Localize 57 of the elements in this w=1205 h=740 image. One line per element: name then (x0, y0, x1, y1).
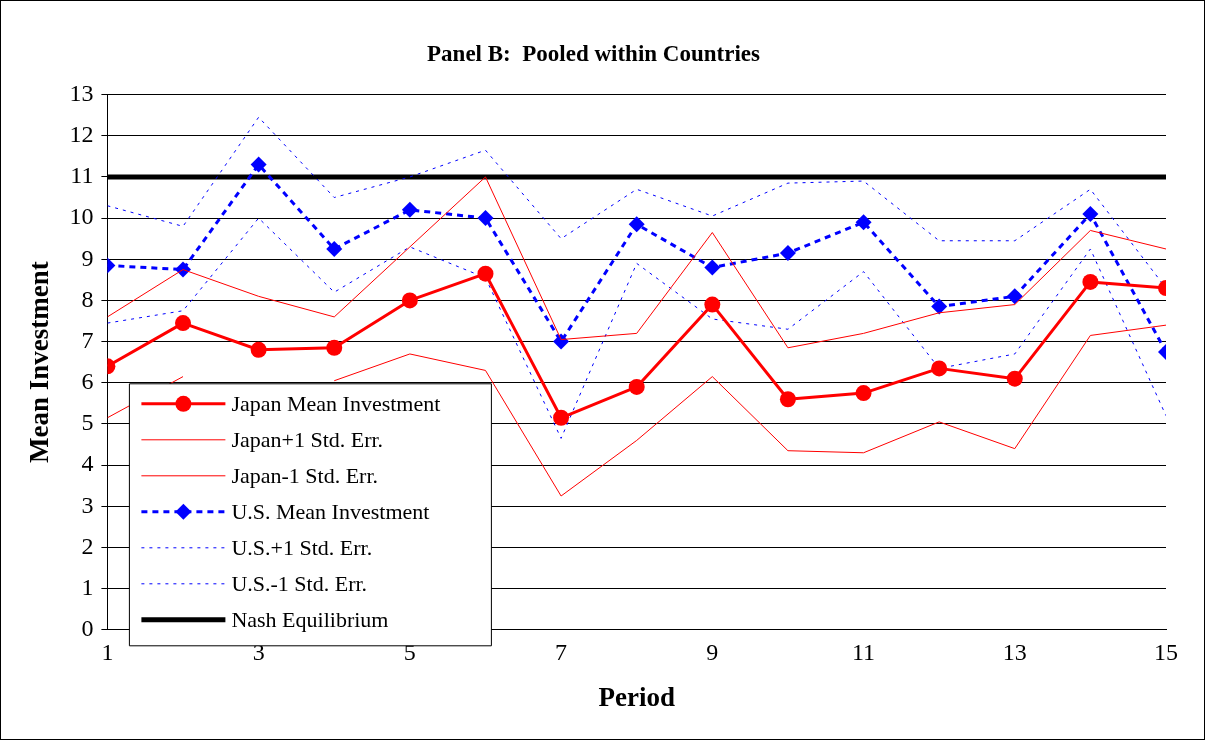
y-tick-label: 7 (81, 326, 94, 353)
legend-label: Japan Mean Investment (231, 390, 441, 416)
y-tick-label: 9 (81, 244, 94, 271)
point (477, 210, 494, 227)
y-tick-label: 13 (69, 79, 94, 106)
point (326, 240, 343, 257)
x-tick-label: 3 (252, 639, 265, 666)
point (326, 339, 343, 356)
point (175, 315, 192, 332)
legend-label: Japan-1 Std. Err. (231, 462, 379, 488)
y-tick-label: 1 (81, 573, 94, 600)
x-tick-label: 11 (851, 639, 876, 666)
x-tick-label: 7 (555, 639, 568, 666)
point (1006, 370, 1023, 387)
legend-label: Nash Equilibrium (231, 606, 389, 632)
y-tick-label: 5 (81, 409, 94, 436)
point (855, 385, 872, 402)
point (1082, 205, 1099, 222)
point (779, 391, 796, 408)
point (401, 292, 418, 309)
point (401, 201, 418, 218)
y-tick-label: 12 (69, 121, 94, 148)
y-tick-label: 6 (81, 368, 94, 395)
point (1082, 273, 1099, 290)
point (704, 296, 721, 313)
x-tick-label: 15 (1154, 639, 1178, 666)
x-tick-label: 9 (706, 639, 719, 666)
point (1006, 288, 1023, 305)
point (704, 259, 721, 276)
x-tick-label: 13 (1002, 639, 1027, 666)
point (628, 378, 645, 395)
y-tick-label: 2 (81, 532, 94, 559)
y-tick-label: 11 (70, 162, 94, 189)
point (855, 214, 872, 231)
legend-label: U.S. Mean Investment (231, 498, 430, 524)
y-tick-label: 0 (81, 615, 94, 642)
y-tick-label: 4 (81, 450, 94, 477)
point (250, 341, 267, 358)
chart-title: Panel B: Pooled within Countries (427, 40, 760, 66)
legend-label: Japan+1 Std. Err. (231, 426, 384, 452)
point (931, 360, 948, 377)
point (477, 265, 494, 282)
x-tick-label: 5 (403, 639, 416, 666)
x-tick-label: 1 (101, 639, 114, 666)
y-tick-label: 8 (81, 285, 94, 312)
point (553, 409, 570, 426)
point (628, 216, 645, 233)
y-tick-label: 3 (81, 491, 94, 518)
point (779, 245, 796, 262)
point (931, 298, 948, 315)
point (553, 333, 570, 350)
y-axis-title: Mean Investment (24, 261, 55, 464)
legend-label: U.S.+1 Std. Err. (231, 534, 373, 560)
x-axis-title: Period (598, 681, 675, 712)
point (250, 156, 267, 173)
y-tick-label: 10 (69, 203, 94, 230)
legend-label: U.S.-1 Std. Err. (231, 570, 368, 596)
